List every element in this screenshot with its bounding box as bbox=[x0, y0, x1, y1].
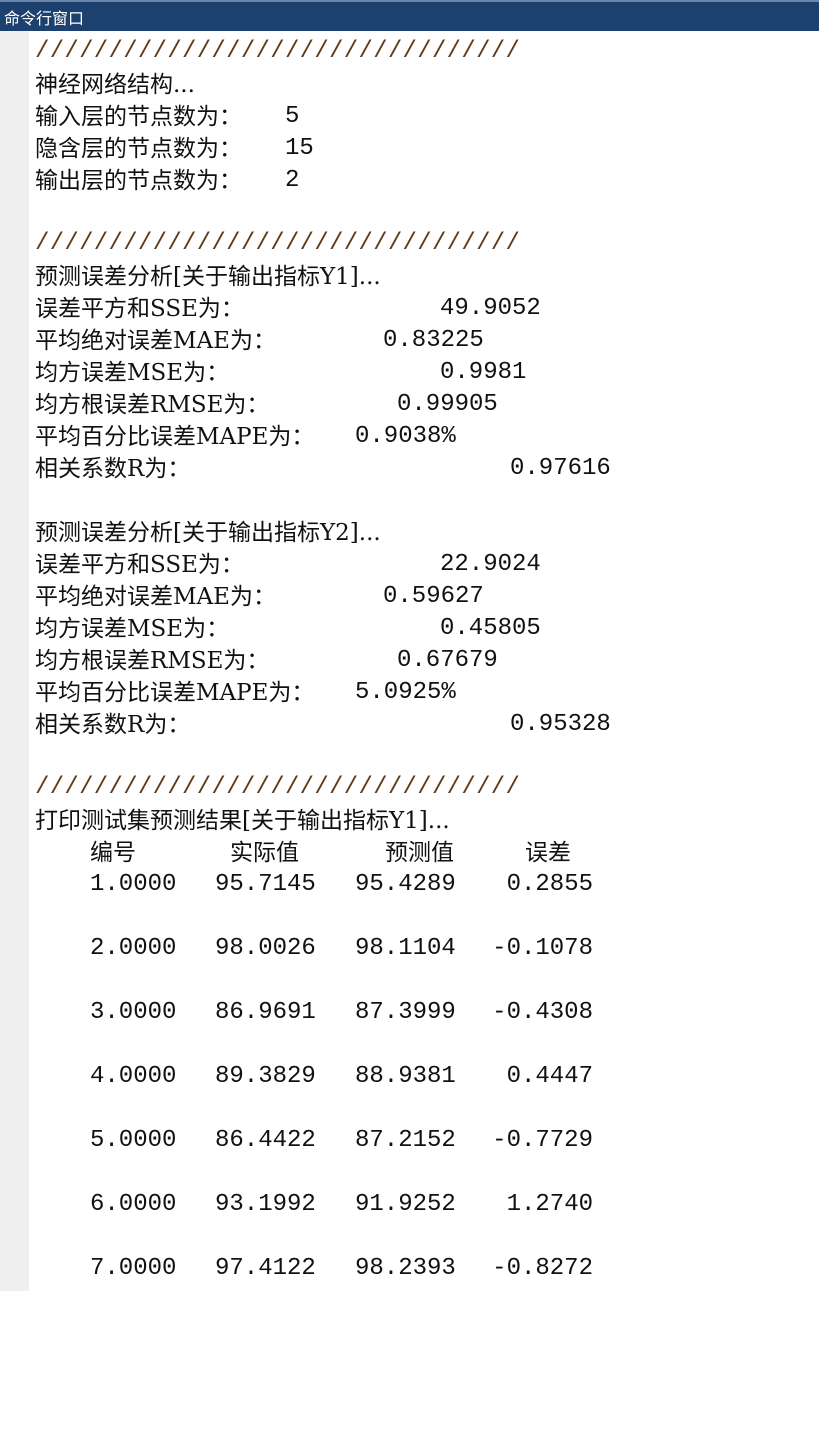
cell-error: -0.7729 bbox=[492, 1127, 593, 1154]
metric-mse-label: 均方误差MSE为： bbox=[35, 360, 230, 386]
metric-mape-line: 平均百分比误差MAPE为： 5.0925% bbox=[35, 677, 735, 709]
window-title-bar: 命令行窗口 bbox=[0, 0, 819, 31]
input-nodes-label: 输入层的节点数为： bbox=[35, 104, 242, 130]
results-heading: 打印测试集预测结果[关于输出指标Y1]... bbox=[35, 808, 450, 834]
cell-error: 0.2855 bbox=[506, 871, 593, 898]
metric-sse-line: 误差平方和SSE为： 22.9024 bbox=[35, 549, 735, 581]
metric-mape-line: 平均百分比误差MAPE为： 0.9038% bbox=[35, 421, 735, 453]
metric-mse-line: 均方误差MSE为： 0.45805 bbox=[35, 613, 735, 645]
cell-predicted: 95.4289 bbox=[355, 871, 456, 898]
column-header-actual: 实际值 bbox=[230, 840, 299, 866]
metric-mape-value: 0.9038% bbox=[355, 423, 456, 450]
metric-mae-line: 平均绝对误差MAE为： 0.59627 bbox=[35, 581, 735, 613]
cell-predicted: 87.2152 bbox=[355, 1127, 456, 1154]
cell-actual: 86.4422 bbox=[215, 1127, 316, 1154]
metric-r-label: 相关系数R为： bbox=[35, 712, 191, 738]
cell-id: 1.0000 bbox=[90, 871, 177, 898]
metric-sse-label: 误差平方和SSE为： bbox=[35, 552, 244, 578]
cell-error: -0.1078 bbox=[492, 935, 593, 962]
hidden-nodes-line: 隐含层的节点数为： 15 bbox=[35, 133, 735, 165]
table-row: 4.0000 89.3829 88.9381 0.4447 bbox=[35, 1061, 735, 1093]
table-row: 3.0000 86.9691 87.3999 -0.4308 bbox=[35, 997, 735, 1029]
column-header-predicted: 预测值 bbox=[385, 840, 454, 866]
cell-id: 3.0000 bbox=[90, 999, 177, 1026]
cell-actual: 95.7145 bbox=[215, 871, 316, 898]
cell-predicted: 98.2393 bbox=[355, 1255, 456, 1282]
structure-heading: 神经网络结构... bbox=[35, 72, 195, 98]
cell-actual: 93.1992 bbox=[215, 1191, 316, 1218]
metric-mse-label: 均方误差MSE为： bbox=[35, 616, 230, 642]
cell-predicted: 88.9381 bbox=[355, 1063, 456, 1090]
output-nodes-label: 输出层的节点数为： bbox=[35, 168, 242, 194]
cell-id: 5.0000 bbox=[90, 1127, 177, 1154]
table-row: 1.0000 95.7145 95.4289 0.2855 bbox=[35, 869, 735, 901]
gutter bbox=[0, 31, 29, 1291]
analysis-heading: 预测误差分析[关于输出指标Y2]... bbox=[35, 520, 381, 546]
metric-mape-label: 平均百分比误差MAPE为： bbox=[35, 680, 315, 706]
cell-error: -0.8272 bbox=[492, 1255, 593, 1282]
table-row: 7.0000 97.4122 98.2393 -0.8272 bbox=[35, 1253, 735, 1285]
table-row: 6.0000 93.1992 91.9252 1.2740 bbox=[35, 1189, 735, 1221]
cell-id: 6.0000 bbox=[90, 1191, 177, 1218]
cell-id: 2.0000 bbox=[90, 935, 177, 962]
cell-actual: 97.4122 bbox=[215, 1255, 316, 1282]
analysis-heading: 预测误差分析[关于输出指标Y1]... bbox=[35, 264, 381, 290]
metric-rmse-line: 均方根误差RMSE为： 0.67679 bbox=[35, 645, 735, 677]
hidden-nodes-label: 隐含层的节点数为： bbox=[35, 136, 242, 162]
column-header-id: 编号 bbox=[90, 840, 136, 866]
table-row: 2.0000 98.0026 98.1104 -0.1078 bbox=[35, 933, 735, 965]
metric-mse-value: 0.45805 bbox=[440, 615, 541, 642]
metric-rmse-value: 0.67679 bbox=[397, 647, 498, 674]
cell-actual: 86.9691 bbox=[215, 999, 316, 1026]
metric-r-value: 0.97616 bbox=[510, 455, 611, 482]
metric-mae-value: 0.83225 bbox=[383, 327, 484, 354]
metric-sse-value: 49.9052 bbox=[440, 295, 541, 322]
cell-predicted: 98.1104 bbox=[355, 935, 456, 962]
table-row: 5.0000 86.4422 87.2152 -0.7729 bbox=[35, 1125, 735, 1157]
metric-mae-label: 平均绝对误差MAE为： bbox=[35, 328, 276, 354]
cell-actual: 98.0026 bbox=[215, 935, 316, 962]
command-output[interactable]: ///////////////////////////////// 神经网络结构… bbox=[35, 31, 819, 1291]
hidden-nodes-value: 15 bbox=[285, 135, 314, 162]
metric-rmse-line: 均方根误差RMSE为： 0.99905 bbox=[35, 389, 735, 421]
cell-predicted: 87.3999 bbox=[355, 999, 456, 1026]
window-title: 命令行窗口 bbox=[4, 9, 85, 28]
metric-rmse-label: 均方根误差RMSE为： bbox=[35, 392, 270, 418]
metric-r-line: 相关系数R为： 0.95328 bbox=[35, 709, 735, 741]
metric-mape-value: 5.0925% bbox=[355, 679, 456, 706]
input-nodes-value: 5 bbox=[285, 103, 300, 130]
metric-mae-line: 平均绝对误差MAE为： 0.83225 bbox=[35, 325, 735, 357]
metric-sse-label: 误差平方和SSE为： bbox=[35, 296, 244, 322]
metric-r-value: 0.95328 bbox=[510, 711, 611, 738]
cell-actual: 89.3829 bbox=[215, 1063, 316, 1090]
output-nodes-line: 输出层的节点数为： 2 bbox=[35, 165, 735, 197]
separator: ///////////////////////////////// bbox=[35, 38, 521, 65]
metric-sse-value: 22.9024 bbox=[440, 551, 541, 578]
cell-predicted: 91.9252 bbox=[355, 1191, 456, 1218]
cell-id: 4.0000 bbox=[90, 1063, 177, 1090]
metric-r-label: 相关系数R为： bbox=[35, 456, 191, 482]
results-header: 编号 实际值 预测值 误差 bbox=[35, 837, 735, 869]
metric-mae-value: 0.59627 bbox=[383, 583, 484, 610]
output-nodes-value: 2 bbox=[285, 167, 300, 194]
cell-error: 0.4447 bbox=[506, 1063, 593, 1090]
metric-r-line: 相关系数R为： 0.97616 bbox=[35, 453, 735, 485]
column-header-error: 误差 bbox=[525, 840, 571, 866]
metric-mse-line: 均方误差MSE为： 0.9981 bbox=[35, 357, 735, 389]
cell-id: 7.0000 bbox=[90, 1255, 177, 1282]
metric-mape-label: 平均百分比误差MAPE为： bbox=[35, 424, 315, 450]
cell-error: 1.2740 bbox=[506, 1191, 593, 1218]
metric-rmse-label: 均方根误差RMSE为： bbox=[35, 648, 270, 674]
input-nodes-line: 输入层的节点数为： 5 bbox=[35, 101, 735, 133]
separator: ///////////////////////////////// bbox=[35, 774, 521, 801]
metric-mse-value: 0.9981 bbox=[440, 359, 527, 386]
metric-mae-label: 平均绝对误差MAE为： bbox=[35, 584, 276, 610]
metric-rmse-value: 0.99905 bbox=[397, 391, 498, 418]
separator: ///////////////////////////////// bbox=[35, 230, 521, 257]
metric-sse-line: 误差平方和SSE为： 49.9052 bbox=[35, 293, 735, 325]
cell-error: -0.4308 bbox=[492, 999, 593, 1026]
